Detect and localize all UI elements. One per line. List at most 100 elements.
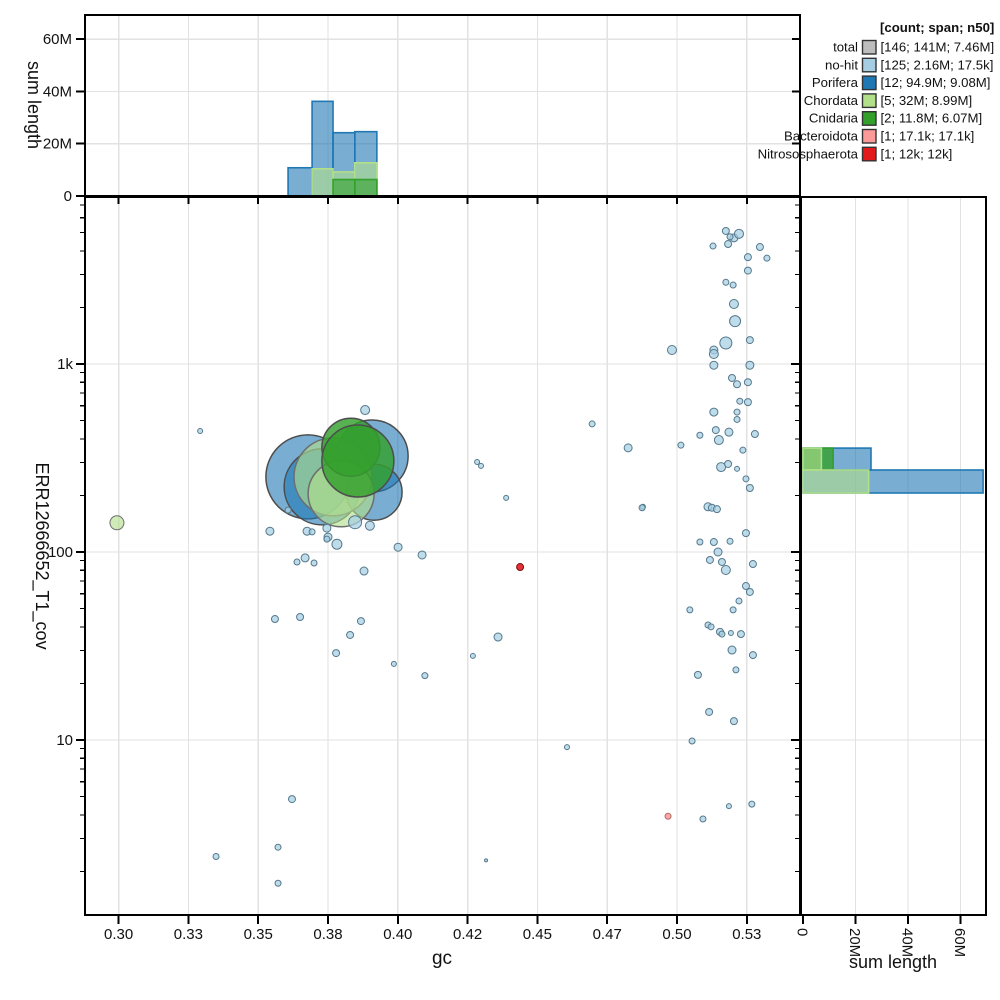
blob-circle-no-hit — [699, 815, 707, 823]
tick-label-rotated: 40M — [899, 928, 916, 957]
blob-circle-no-hit — [736, 630, 745, 639]
hist-bar-Cnidaria — [354, 178, 378, 197]
blob-circle-no-hit — [709, 360, 719, 370]
blob-circle-no-hit — [748, 651, 757, 660]
blob-circle-no-hit — [360, 405, 371, 416]
blob-circle-Nitrososphaerota — [516, 563, 525, 572]
blob-circle-no-hit — [726, 537, 734, 545]
tick-label: 0.50 — [662, 926, 691, 943]
tick-label: 0.45 — [523, 926, 552, 943]
blob-circle-no-hit — [750, 430, 759, 439]
blob-circle-no-hit — [735, 597, 743, 605]
blob-circle-no-hit — [274, 843, 282, 851]
blob-circle-no-hit — [733, 408, 741, 416]
blob-circle-no-hit — [743, 266, 752, 275]
hist-bar-Chordata — [802, 469, 870, 494]
legend-value-Chordata: [5; 32M; 8.99M] — [881, 93, 973, 108]
blob-circle-no-hit — [638, 504, 646, 512]
blob-circle-no-hit — [693, 670, 702, 679]
blob-circle-no-hit — [748, 560, 757, 569]
blob-circle-no-hit — [588, 420, 596, 428]
blob-circle-no-hit — [686, 606, 694, 614]
blob-circle-no-hit — [478, 462, 485, 469]
blob-circle-no-hit — [623, 443, 633, 453]
blob-circle-no-hit — [197, 428, 204, 435]
blob-circle-no-hit — [677, 441, 685, 449]
right-histogram-panel: 0 20M 40M 60M — [794, 195, 988, 957]
blob-circle-no-hit — [718, 630, 726, 638]
blob-circle-no-hit — [722, 278, 730, 286]
hist-bar-Porifera — [287, 166, 313, 197]
blob-circle-Chordata — [109, 515, 125, 531]
tick-label: 0.35 — [244, 926, 273, 943]
hist-bar-Chordata — [311, 168, 334, 197]
hist-bar-Chordata — [802, 447, 823, 471]
legend-value-Nitrososphaerota: [1; 12k; 12k] — [881, 146, 953, 161]
blob-circle-no-hit — [733, 380, 742, 389]
tick-label: 10 — [56, 732, 73, 749]
blob-circle-no-hit — [270, 615, 279, 624]
legend-value-no-hit: [125; 2.16M; 17.5k] — [881, 57, 994, 72]
legend-label-total: total — [833, 40, 858, 55]
blob-circle-Cnidaria — [321, 424, 395, 498]
blob-circle-no-hit — [709, 538, 718, 547]
blob-circle-no-hit — [732, 666, 740, 674]
legend-label-Bacteroidota: Bacteroidota — [784, 129, 859, 144]
blob-circle-no-hit — [712, 505, 721, 514]
blob-circle-no-hit — [729, 281, 737, 289]
blob-circle-no-hit — [274, 879, 282, 887]
y-axis-title: ERR12666652_T1_cov — [31, 462, 52, 649]
blob-circle-no-hit — [725, 803, 732, 810]
blob-circle-no-hit — [493, 632, 503, 642]
blob-circle-no-hit — [331, 538, 343, 550]
top-histogram-panel: 0 20M 40M 60M — [43, 13, 802, 205]
legend-swatch-Cnidaria — [861, 110, 877, 126]
legend-label-no-hit: no-hit — [825, 57, 858, 72]
blob-circle-no-hit — [728, 299, 739, 310]
blob-circle-no-hit — [308, 528, 316, 536]
legend-value-Porifera: [12; 94.9M; 9.08M] — [881, 75, 991, 90]
blob-circle-no-hit — [688, 737, 696, 745]
blob-circle-no-hit — [733, 228, 744, 239]
blob-circle-no-hit — [717, 557, 726, 566]
blob-circle-no-hit — [364, 520, 375, 531]
blob-circle-no-hit — [310, 559, 318, 567]
tick-label: 0.30 — [104, 926, 133, 943]
blob-circle-no-hit — [741, 529, 750, 538]
blob-circle-no-hit — [739, 446, 747, 454]
legend: [count; span; n50] total [146; 141M; 7.46M… — [758, 18, 1000, 168]
blob-circle-no-hit — [696, 431, 704, 439]
blob-circle-no-hit — [346, 630, 355, 639]
blob-circle-no-hit — [719, 336, 733, 350]
blob-circle-no-hit — [711, 426, 720, 435]
tick-label: 40M — [43, 83, 72, 100]
blob-circle-no-hit — [705, 707, 714, 716]
blob-circle-no-hit — [293, 558, 301, 566]
hist-bar-Cnidaria — [332, 178, 356, 197]
legend-value-Bacteroidota: [1; 17.1k; 17.1k] — [881, 129, 975, 144]
blob-circle-no-hit — [474, 459, 481, 466]
blob-circle-no-hit — [724, 427, 734, 437]
top-hist-y-axis-title: sum length — [24, 61, 44, 149]
blob-circle-no-hit — [212, 853, 220, 861]
blob-circle-no-hit — [393, 542, 403, 552]
blob-circle-no-hit — [745, 360, 755, 370]
legend-label-Cnidaria: Cnidaria — [809, 111, 859, 126]
legend-swatch-Bacteroidota — [861, 128, 877, 144]
blob-circle-no-hit — [484, 858, 489, 863]
blob-circle-no-hit — [721, 226, 730, 235]
blob-circle-no-hit — [743, 398, 752, 407]
legend-value-total: [146; 141M; 7.46M] — [881, 40, 995, 55]
blob-circle-no-hit — [729, 717, 738, 726]
blob-circle-no-hit — [390, 660, 397, 667]
blob-circle-no-hit — [296, 613, 305, 622]
tick-label: 100 — [48, 544, 73, 561]
legend-background — [804, 18, 1000, 168]
blob-circle-no-hit — [736, 397, 744, 405]
blob-circle-no-hit — [745, 336, 754, 345]
tick-label: 0.42 — [453, 926, 482, 943]
blob-circle-Bacteroidota — [664, 812, 672, 820]
legend-header: [count; span; n50] — [880, 20, 994, 35]
